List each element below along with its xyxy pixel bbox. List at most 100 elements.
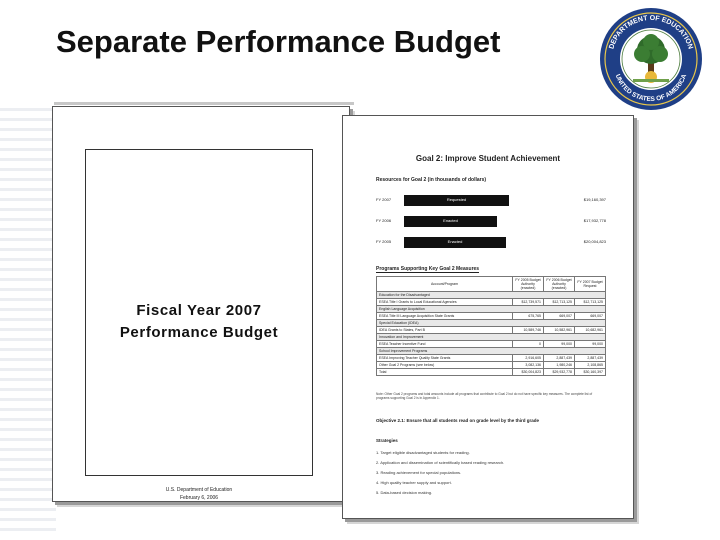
resource-value: $17,932,778: [583, 218, 606, 223]
background-dash: [0, 508, 56, 511]
strategies-list: 1. Target eligible disadvantaged student…: [376, 448, 606, 498]
background-dash: [0, 258, 56, 261]
table-value-cell: 669,007: [574, 312, 606, 320]
table-header: Account/Program: [376, 276, 513, 292]
list-item: 1. Target eligible disadvantaged student…: [376, 450, 470, 455]
resource-bar-label: Enacted: [447, 239, 463, 244]
table-value-cell: $12,713,125: [574, 298, 606, 306]
background-dash: [0, 288, 56, 291]
background-dash: [0, 358, 56, 361]
department-of-education-seal: DEPARTMENT OF EDUCATION UNITED STATES OF…: [600, 8, 702, 110]
background-dash: [0, 378, 56, 381]
cover-title: Fiscal Year 2007 Performance Budget: [119, 302, 279, 341]
table-row: ESEA Teacher Incentive Fund 0 99,000 99,000: [376, 340, 606, 348]
background-dash: [0, 208, 56, 211]
table-value-cell: $30,004,823: [512, 368, 544, 376]
cover-inner-frame: Fiscal Year 2007 Performance Budget U.S.…: [85, 149, 313, 501]
background-dash: [0, 218, 56, 221]
resource-year: FY 2006: [376, 218, 392, 223]
resource-bar-label: Enacted: [443, 218, 458, 223]
resource-value: $19,160,397: [583, 197, 606, 202]
background-dash: [0, 368, 56, 371]
background-dash: [0, 128, 56, 131]
background-dash: [0, 308, 56, 311]
list-item: 4. High quality teacher supply and suppo…: [376, 480, 452, 485]
resources-heading: Resources for Goal 2 (in thousands of do…: [376, 177, 487, 183]
background-dash: [0, 448, 56, 451]
table-value-cell: $12,739,571: [512, 298, 544, 306]
table-value-cell: 10,682,961: [574, 326, 606, 334]
table-value-cell: 10,589,746: [512, 326, 544, 334]
background-dash: [0, 298, 56, 301]
table-row: English Language Acquisition: [376, 305, 606, 313]
table-value-cell: 2,916,605: [512, 354, 544, 362]
table-category-cell: School Improvement Programs: [376, 347, 606, 355]
table-row: ESEA Improving Teacher Quality State Gra…: [376, 354, 606, 362]
programs-table: Account/Program FY 2005 Budget Authority…: [376, 276, 606, 376]
goal-2-report-page: Goal 2: Improve Student Achievement Reso…: [342, 115, 634, 519]
background-dash: [0, 428, 56, 431]
background-dash: [0, 348, 56, 351]
table-value-cell: $29,932,778: [543, 368, 575, 376]
background-dash: [0, 528, 56, 531]
table-row: Education for the Disadvantaged: [376, 291, 606, 299]
table-row: Other Goal 2 Programs (see below) 3,082,1…: [376, 361, 606, 369]
background-dash: [0, 118, 56, 121]
table-row: Special Education (IDEA): [376, 319, 606, 327]
table-header: FY 2007 Budget Request: [574, 276, 606, 292]
table-program-cell: IDEA Grants to States, Part B: [376, 326, 513, 334]
background-dash: [0, 248, 56, 251]
background-dash: [0, 278, 56, 281]
background-dash: [0, 188, 56, 191]
background-dash: [0, 398, 56, 401]
table-value-cell: 0: [512, 340, 544, 348]
table-category-cell: Innovation and Improvement: [376, 333, 606, 341]
background-dash: [0, 488, 56, 491]
resource-value: $20,004,823: [583, 239, 606, 244]
table-value-cell: 99,000: [543, 340, 575, 348]
background-dash: [0, 228, 56, 231]
background-dash: [0, 138, 56, 141]
table-value-cell: 669,007: [543, 312, 575, 320]
background-dash: [0, 168, 56, 171]
table-value-cell: 2,887,439: [543, 354, 575, 362]
resource-year: FY 2007: [376, 197, 392, 202]
table-value-cell: $12,713,125: [543, 298, 575, 306]
background-dash: [0, 238, 56, 241]
background-dash: [0, 458, 56, 461]
cover-footer: U.S. Department of Education February 6,…: [86, 486, 312, 502]
background-dash: [0, 408, 56, 411]
programs-heading: Programs Supporting Key Goal 2 Measures: [376, 266, 480, 273]
table-value-cell: 99,000: [574, 340, 606, 348]
slide-title: Separate Performance Budget: [56, 24, 501, 59]
resource-bar: [404, 216, 497, 227]
table-header: FY 2006 Budget Authority (enacted): [543, 276, 575, 292]
report-title: Goal 2: Improve Student Achievement: [415, 154, 561, 163]
background-dash: [0, 388, 56, 391]
table-program-cell: ESEA Title I Grants to Local Educational…: [376, 298, 513, 306]
table-value-cell: 2,108,865: [574, 361, 606, 369]
background-dash: [0, 198, 56, 201]
background-dash: [0, 518, 56, 521]
background-dash: [0, 338, 56, 341]
background-dash: [0, 468, 56, 471]
background-dash: [0, 328, 56, 331]
table-row: ESEA Title III Language Acquisition Stat…: [376, 312, 606, 320]
table-value-cell: 3,082,136: [512, 361, 544, 369]
table-header: FY 2005 Budget Authority (enacted): [512, 276, 544, 292]
table-program-cell: ESEA Improving Teacher Quality State Gra…: [376, 354, 513, 362]
background-dash: [0, 108, 56, 111]
list-item: 5. Data-based decision making.: [376, 490, 433, 495]
background-dash: [0, 178, 56, 181]
table-program-cell: Other Goal 2 Programs (see below): [376, 361, 513, 369]
table-category-cell: Special Education (IDEA): [376, 319, 606, 327]
background-dash: [0, 158, 56, 161]
table-value-cell: 1,980,246: [543, 361, 575, 369]
table-row: School Improvement Programs: [376, 347, 606, 355]
background-dash: [0, 318, 56, 321]
background-dash-pattern: [0, 108, 56, 540]
resource-bar: [404, 195, 509, 206]
table-value-cell: 10,582,961: [543, 326, 575, 334]
table-program-cell: Total: [376, 368, 513, 376]
table-program-cell: ESEA Teacher Incentive Fund: [376, 340, 513, 348]
